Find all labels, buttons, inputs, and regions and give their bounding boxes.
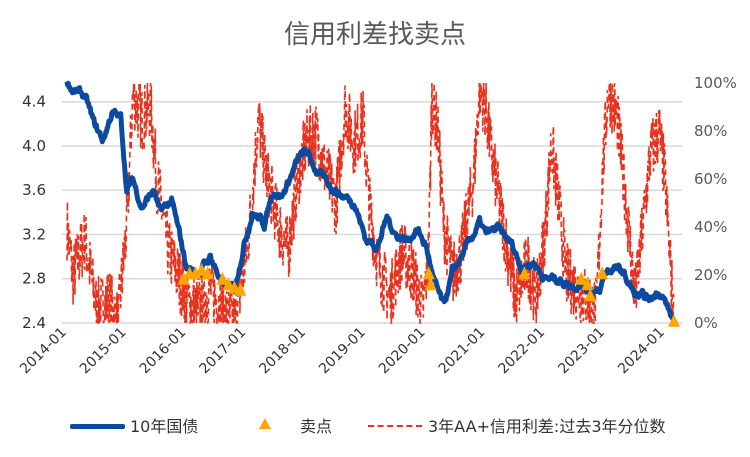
sell-point-marker [234, 282, 247, 296]
y-left-tick-label: 3.2 [22, 225, 46, 243]
x-tick-label: 2015-01 [77, 325, 130, 378]
legend-label-spread: 3年AA+信用利差:过去3年分位数 [428, 417, 666, 436]
y-left-tick-label: 4.0 [22, 137, 46, 155]
sell-point-marker [216, 271, 229, 285]
legend-label-sell: 卖点 [300, 417, 333, 436]
x-tick-label: 2016-01 [137, 325, 190, 378]
y-left-tick-label: 2.8 [22, 270, 46, 288]
x-tick-label: 2017-01 [197, 325, 250, 378]
y-right-tick-label: 60% [694, 170, 727, 188]
sell-point-marker [584, 288, 597, 302]
x-tick-label: 2019-01 [316, 325, 369, 378]
y-left-tick-label: 3.6 [22, 181, 46, 199]
legend-line-swatch [70, 424, 125, 429]
x-tick-label: 2023-01 [555, 325, 608, 378]
sell-point-marker [201, 266, 214, 280]
sell-point-marker [575, 271, 588, 285]
sell-point-marker [177, 271, 190, 285]
x-tick-label: 2024-01 [615, 325, 668, 378]
y-right-tick-label: 20% [694, 266, 727, 284]
x-tick-label: 2022-01 [496, 325, 549, 378]
sell-point-marker [422, 266, 435, 280]
legend-label-yield: 10年国债 [130, 417, 199, 436]
sell-point-marker [596, 266, 609, 280]
x-tick-label: 2020-01 [376, 325, 429, 378]
yield-10y-line [64, 80, 676, 321]
x-tick-label: 2014-01 [17, 325, 70, 378]
sell-point-marker [424, 277, 437, 291]
y-right-tick-label: 80% [694, 122, 727, 140]
y-right-tick-label: 40% [694, 218, 727, 236]
x-tick-label: 2018-01 [256, 325, 309, 378]
legend-dashed-swatch [368, 425, 422, 427]
sell-point-marker [518, 266, 531, 280]
sell-point-marker [189, 266, 202, 280]
y-left-tick-label: 4.4 [22, 93, 46, 111]
y-right-tick-label: 0% [694, 314, 718, 332]
sell-point-marker [222, 277, 235, 291]
sell-point-marker [195, 262, 208, 276]
sell-point-marker [667, 313, 680, 327]
y-left-tick-label: 2.4 [22, 314, 46, 332]
legend-triangle-icon [259, 418, 271, 429]
sell-point-marker [581, 277, 594, 291]
chart-title: 信用利差找卖点 [283, 20, 466, 50]
x-tick-label: 2021-01 [436, 325, 489, 378]
y-right-tick-label: 100% [694, 74, 737, 92]
